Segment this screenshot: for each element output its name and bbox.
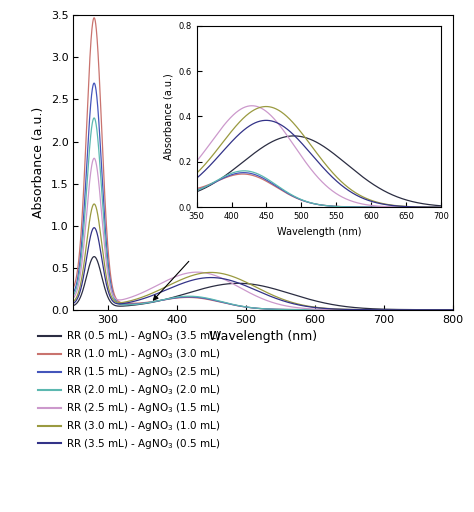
Legend: RR (0.5 mL) - AgNO$_3$ (3.5 mL), RR (1.0 mL) - AgNO$_3$ (3.0 mL), RR (1.5 mL) - : RR (0.5 mL) - AgNO$_3$ (3.5 mL), RR (1.0… <box>34 325 225 455</box>
X-axis label: Wavelength (nm): Wavelength (nm) <box>276 227 361 237</box>
X-axis label: Wavelength (nm): Wavelength (nm) <box>209 330 317 343</box>
Y-axis label: Absorbance (a.u.): Absorbance (a.u.) <box>32 107 46 218</box>
Y-axis label: Absorbance (a.u.): Absorbance (a.u.) <box>163 73 173 160</box>
